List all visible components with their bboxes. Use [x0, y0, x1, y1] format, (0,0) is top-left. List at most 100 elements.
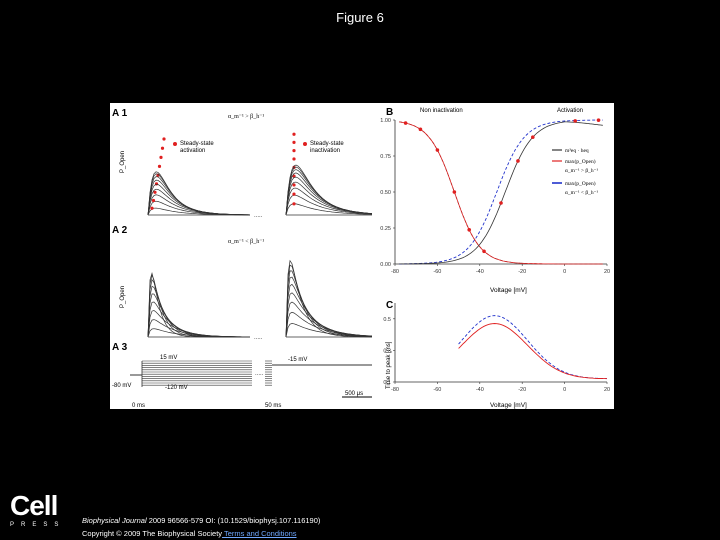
copyright: Copyright © 2009 The Biophysical Society…	[82, 529, 297, 538]
panel-c-curves	[458, 315, 608, 380]
panel-a3: A 3 ..... 15 mV -80 mV -120 mV -15 mV 0 …	[112, 342, 372, 409]
a1-traces-trace	[285, 164, 373, 216]
c-xtick-label: 0	[563, 387, 566, 393]
break-dots: .....	[254, 335, 263, 341]
a2-traces-trace	[285, 276, 373, 338]
legend-inactivation-line1: Steady-state	[310, 141, 344, 147]
panel-b-right-title: Activation	[557, 108, 583, 114]
protocol-break: .....	[255, 371, 264, 377]
b-xtick-label: -60	[433, 269, 441, 275]
b-data-point	[467, 228, 472, 232]
b-ytick-label: 0.75	[380, 154, 391, 160]
inactivation-point	[292, 140, 296, 144]
a2-traces-trace	[285, 270, 372, 338]
b-data-point	[596, 118, 601, 122]
a3-time-start: 0 ms	[132, 403, 145, 409]
c-xtick-label: -60	[433, 387, 441, 393]
b-xtick-label: 0	[563, 269, 566, 275]
c-ytick-label: 0.3	[383, 348, 391, 354]
panel-c-label: C	[386, 300, 393, 311]
legend-inactivation-line2: inactivation	[310, 148, 340, 154]
activation-point	[151, 198, 156, 203]
a2-traces-trace	[147, 271, 250, 338]
a1-traces-trace	[285, 181, 373, 216]
legend-max-blue: max(p_Open)	[565, 180, 596, 187]
figure-svg: A 1 α_m⁻¹ > β_h⁻¹ P_Open Steady-state ac…	[112, 107, 610, 409]
b-ytick-label: 1.00	[380, 118, 391, 124]
b-data-point	[531, 135, 535, 139]
b-inactivation-red	[399, 121, 603, 265]
a2-traces-trace	[147, 278, 250, 338]
legend-max-red: max(p_Open)	[565, 158, 596, 165]
logo-word: Cell	[10, 490, 58, 521]
panel-c-xlabel: Voltage [mV]	[490, 402, 527, 409]
b-data-point	[573, 119, 577, 123]
a1-traces-trace	[285, 187, 373, 216]
legend-activation-line2: activation	[180, 148, 205, 154]
a3-protocol: .....	[130, 360, 372, 398]
panel-b-xlabel: Voltage [mV]	[490, 287, 527, 294]
panel-a1-label: A 1	[112, 108, 128, 119]
a1-traces-trace	[147, 183, 251, 216]
b-xtick-label: -20	[518, 269, 526, 275]
panel-c-ylabel: Time to peak [ms]	[386, 341, 392, 389]
panel-b-left-title: Non inactivation	[420, 108, 463, 114]
b-xtick-label: 20	[604, 269, 610, 275]
panel-c: C 0.1 0.3 0.5 -80 -60 -40 -20 0 20 Time to peak …	[383, 300, 610, 409]
c-curve-red	[458, 323, 608, 380]
a1-traces-trace	[285, 172, 373, 216]
legend-cond-blue: α_m⁻¹ < β_h⁻¹	[565, 190, 599, 196]
b-xtick-label: -40	[476, 269, 484, 275]
break-dots: .....	[254, 213, 263, 219]
panel-b-label: B	[386, 107, 393, 118]
panel-b-curves	[399, 118, 603, 265]
legend-meq: m³eq · heq	[565, 148, 589, 154]
panel-b-axes: 0.00 0.25 0.50 0.75 1.00 -80 -60 -40 -20 0 20	[380, 118, 610, 275]
b-data-point	[452, 190, 457, 194]
panel-a2-label: A 2	[112, 225, 128, 236]
b-ytick-label: 0.25	[380, 226, 391, 232]
b-data-point	[516, 159, 520, 163]
journal-name: Biophysical Journal	[82, 516, 147, 525]
a3-time-mid: 50 ms	[265, 403, 281, 409]
b-ytick-label: 0.00	[380, 262, 391, 268]
a2-traces-trace	[285, 264, 372, 338]
inactivation-point	[292, 202, 296, 206]
panel-a2-condition: α_m⁻¹ < β_h⁻¹	[228, 239, 264, 245]
inactivation-point	[292, 183, 296, 187]
a1-traces-trace	[285, 194, 373, 216]
b-data-point	[482, 249, 486, 254]
panel-b: B Non inactivation Activation 0.000.250.…	[380, 107, 610, 294]
a2-traces-trace	[147, 274, 250, 338]
b-activation-blue	[399, 119, 603, 265]
panel-c-axes: 0.1 0.3 0.5 -80 -60 -40 -20 0 20	[383, 303, 610, 393]
b-ytick-label: 0.50	[380, 190, 391, 196]
panel-a2-ylabel: P_Open	[120, 286, 126, 308]
logo-press: PRESS	[10, 522, 66, 528]
panel-b-legend: m³eq · heq max(p_Open) α_m⁻¹ > β_h⁻¹ max…	[552, 148, 599, 196]
c-xtick-label: 20	[604, 387, 610, 393]
citation-text: 2009 96566-579 OI: (10.1529/biophysj.107…	[148, 516, 321, 525]
legend-cond-red: α_m⁻¹ > β_h⁻¹	[565, 168, 599, 174]
inactivation-point	[292, 192, 296, 196]
activation-point	[162, 137, 166, 141]
a2-traces: .....	[147, 259, 373, 341]
activation-point	[159, 155, 163, 159]
b-data-point	[435, 148, 440, 152]
c-xtick-label: -20	[518, 387, 526, 393]
slide-title: Figure 6	[336, 10, 384, 25]
b-data-point	[418, 127, 423, 132]
b-xtick-label: -80	[391, 269, 399, 275]
terms-link[interactable]: Terms and Conditions	[224, 529, 297, 538]
panel-a1: A 1 α_m⁻¹ > β_h⁻¹ P_Open Steady-state ac…	[112, 108, 373, 219]
activation-point	[150, 206, 154, 210]
inactivation-point	[292, 165, 296, 170]
a1-traces: .....	[147, 132, 373, 219]
a1-traces-trace	[285, 203, 373, 216]
a1-traces-trace	[285, 169, 373, 216]
panel-a1-condition: α_m⁻¹ > β_h⁻¹	[228, 114, 264, 120]
cell-press-logo: Cell PRESS	[10, 490, 66, 529]
inactivation-point	[292, 132, 296, 136]
a3-right-step: -15 mV	[288, 357, 307, 363]
c-curve-blue	[458, 315, 607, 380]
